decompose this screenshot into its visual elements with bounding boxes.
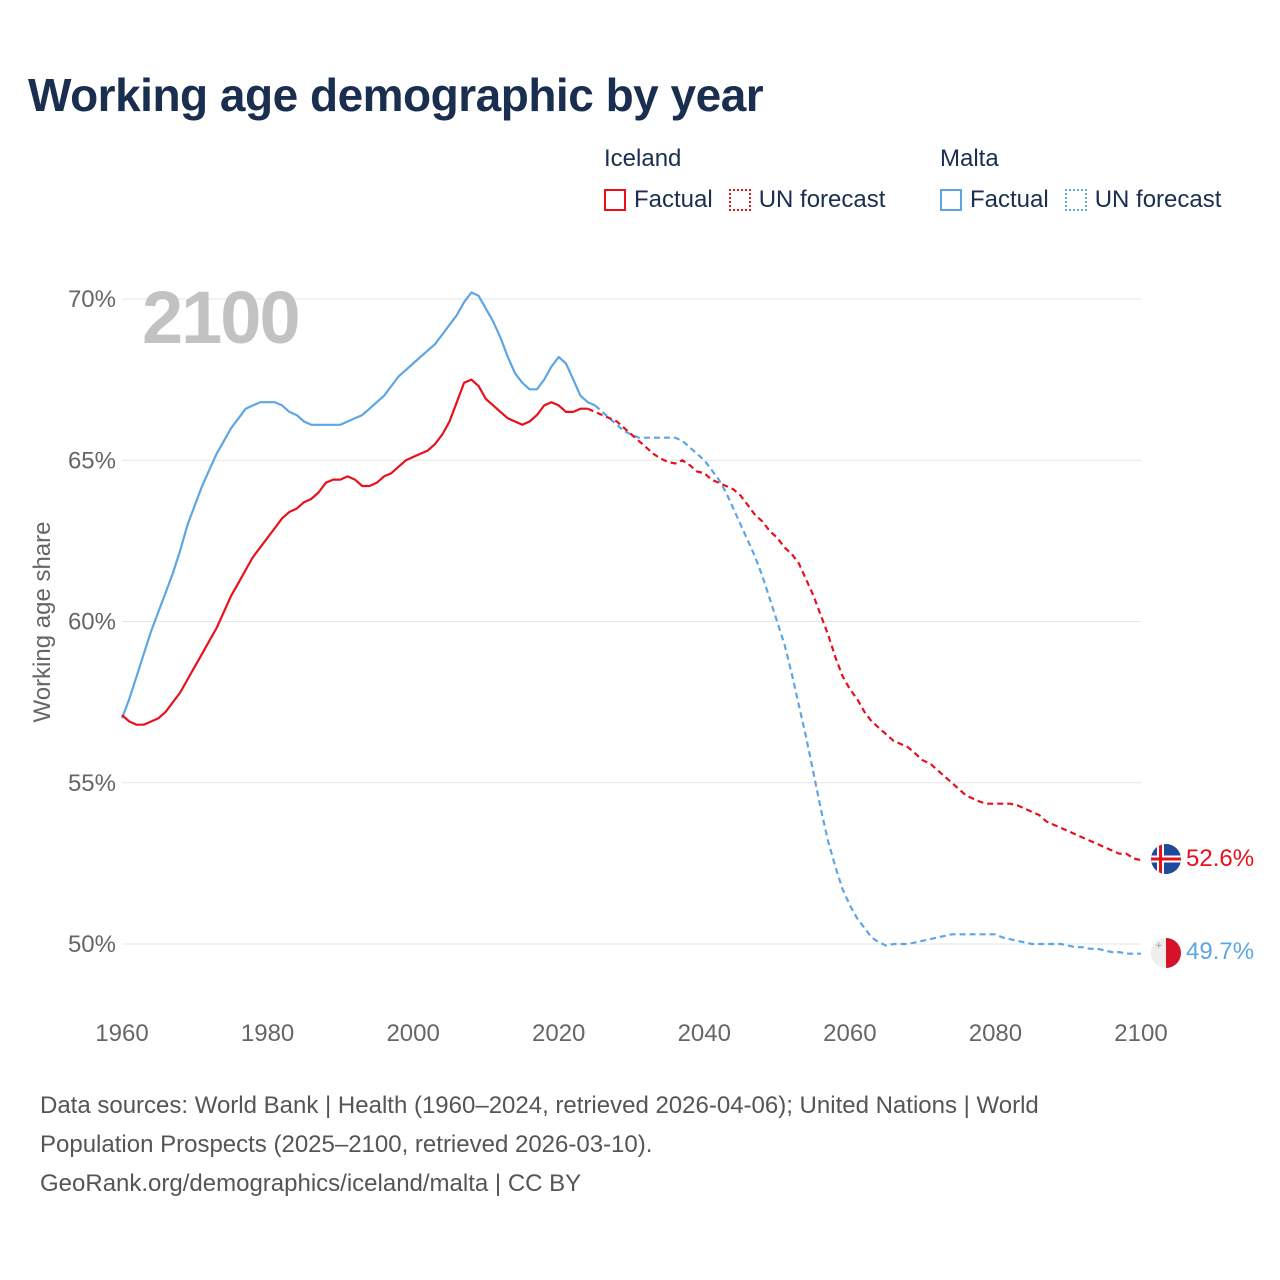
legend-group-malta: Malta Factual UN forecast [940, 144, 1237, 214]
x-tick-label: 2060 [823, 1020, 876, 1047]
svg-text:+: + [1155, 941, 1163, 951]
legend-label: Factual [970, 186, 1049, 213]
end-label-malta: 49.7% [1186, 938, 1254, 965]
chart-title: Working age demographic by year [28, 69, 764, 121]
x-tick-label: 2040 [678, 1020, 731, 1047]
footer-source-link[interactable]: GeoRank.org/demographics/iceland/malta |… [40, 1170, 582, 1197]
footer-sources-line-2: Population Prospects (2025–2100, retriev… [40, 1131, 653, 1158]
y-axis-label: Working age share [29, 522, 56, 723]
x-tick-label: 2020 [532, 1020, 585, 1047]
legend-swatch-solid-icon [604, 189, 626, 211]
legend-malta-factual[interactable]: Factual [940, 186, 1049, 214]
end-label-iceland: 52.6% [1186, 845, 1254, 872]
legend-country-malta: Malta [940, 145, 999, 172]
line-chart: 50% 55% 60% 65% 70% 1960 1980 2000 2020 2040 2060 2… [29, 276, 1254, 1047]
y-tick-label: 55% [68, 770, 116, 797]
legend-iceland-forecast[interactable]: UN forecast [728, 186, 886, 214]
legend-malta-forecast[interactable]: UN forecast [1064, 186, 1222, 214]
x-tick-label: 2080 [969, 1020, 1022, 1047]
legend-swatch-dotted-icon [1064, 189, 1087, 211]
x-tick-label: 2000 [386, 1020, 439, 1047]
y-tick-label: 70% [68, 286, 116, 313]
series-line-malta-factual [120, 291, 596, 719]
iceland-flag-icon [1151, 844, 1181, 874]
legend-group-iceland: Iceland Factual UN forecast [604, 144, 901, 214]
x-tick-label: 1980 [241, 1020, 294, 1047]
legend-iceland-factual[interactable]: Factual [604, 186, 713, 214]
legend-label: Factual [634, 186, 713, 213]
legend-country-iceland: Iceland [604, 145, 682, 172]
legend-swatch-dotted-icon [728, 189, 751, 211]
x-tick-label: 2100 [1114, 1020, 1167, 1047]
y-tick-label: 65% [68, 447, 116, 474]
year-watermark: 2100 [142, 276, 299, 359]
footer-sources-line-1: Data sources: World Bank | Health (1960–… [40, 1092, 1039, 1119]
legend-swatch-solid-icon [940, 189, 962, 211]
x-tick-label: 1960 [95, 1020, 148, 1047]
legend-label: UN forecast [758, 186, 886, 213]
y-tick-label: 50% [68, 931, 116, 958]
legend-label: UN forecast [1094, 186, 1222, 213]
series-line-iceland-forecast [587, 407, 1142, 862]
series-line-iceland-factual [121, 378, 588, 726]
malta-flag-icon: + [1151, 938, 1181, 968]
series-line-malta-forecast [594, 404, 1141, 955]
y-tick-label: 60% [68, 609, 116, 636]
footer: Data sources: World Bank | Health (1960–… [40, 1086, 1240, 1203]
